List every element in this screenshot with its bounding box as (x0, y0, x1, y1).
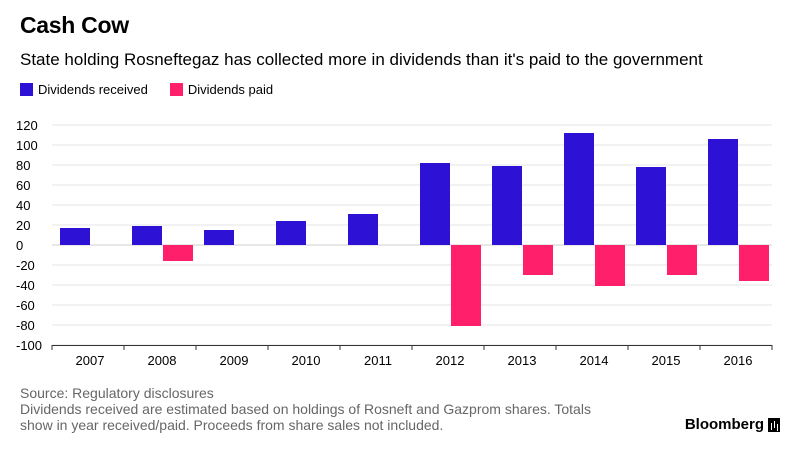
brand-logo: Bloomberg (685, 416, 780, 433)
x-tick-label: 2015 (652, 353, 681, 368)
bar-received (492, 166, 522, 245)
y-tick-label: 60 (16, 178, 30, 193)
legend-swatch-received (20, 83, 33, 96)
legend-label-received: Dividends received (38, 82, 148, 97)
y-tick-label: 100 (16, 138, 38, 153)
legend-item-received: Dividends received (20, 82, 148, 97)
footnote-line-2: show in year received/paid. Proceeds fro… (20, 417, 444, 433)
bar-received (636, 167, 666, 245)
y-tick-label: -40 (16, 278, 35, 293)
bar-received (564, 133, 594, 245)
legend-item-paid: Dividends paid (169, 82, 274, 97)
x-tick-label: 2010 (292, 353, 321, 368)
y-tick-label: 80 (16, 158, 30, 173)
brand-name: Bloomberg (684, 416, 764, 433)
bar-received (204, 230, 234, 245)
bar-chart-icon (768, 417, 780, 432)
x-tick-label: 2008 (148, 353, 177, 368)
bar-received (60, 228, 90, 245)
bar-received (420, 163, 450, 245)
y-tick-label: -60 (16, 298, 35, 313)
bar-received (276, 221, 306, 245)
bar-paid (163, 245, 193, 261)
bar-paid (523, 245, 553, 275)
footer: Source: Regulatory disclosures Dividends… (20, 385, 591, 433)
legend-swatch-paid (169, 83, 183, 96)
footnote-line-1: Dividends received are estimated based o… (20, 401, 591, 417)
x-tick-label: 2011 (364, 353, 392, 368)
y-tick-label: 0 (16, 238, 23, 253)
x-tick-label: 2016 (724, 353, 753, 368)
bar-received (708, 139, 738, 245)
source-note: Source: Regulatory disclosures (20, 385, 214, 401)
bar-paid (667, 245, 697, 275)
chart-title: Cash Cow (20, 12, 129, 38)
x-tick-label: 2012 (436, 353, 465, 368)
bar-received (348, 214, 378, 245)
y-tick-label: -80 (16, 318, 35, 333)
y-tick-label: 120 (16, 118, 38, 133)
bar-received (132, 226, 162, 245)
x-tick-label: 2014 (580, 353, 609, 368)
bar-paid (595, 245, 625, 286)
y-tick-label: -100 (16, 338, 42, 353)
legend-label-paid: Dividends paid (187, 82, 274, 97)
legend: Dividends received Dividends paid (20, 82, 295, 97)
x-tick-label: 2007 (76, 353, 105, 368)
chart-subtitle: State holding Rosneftegaz has collected … (20, 50, 703, 69)
bar-paid (451, 245, 481, 326)
y-tick-label: 40 (16, 198, 30, 213)
y-tick-label: 20 (16, 218, 30, 233)
x-tick-label: 2013 (508, 353, 537, 368)
bar-paid (739, 245, 769, 281)
x-tick-label: 2009 (220, 353, 249, 368)
y-tick-label: -20 (16, 258, 35, 273)
